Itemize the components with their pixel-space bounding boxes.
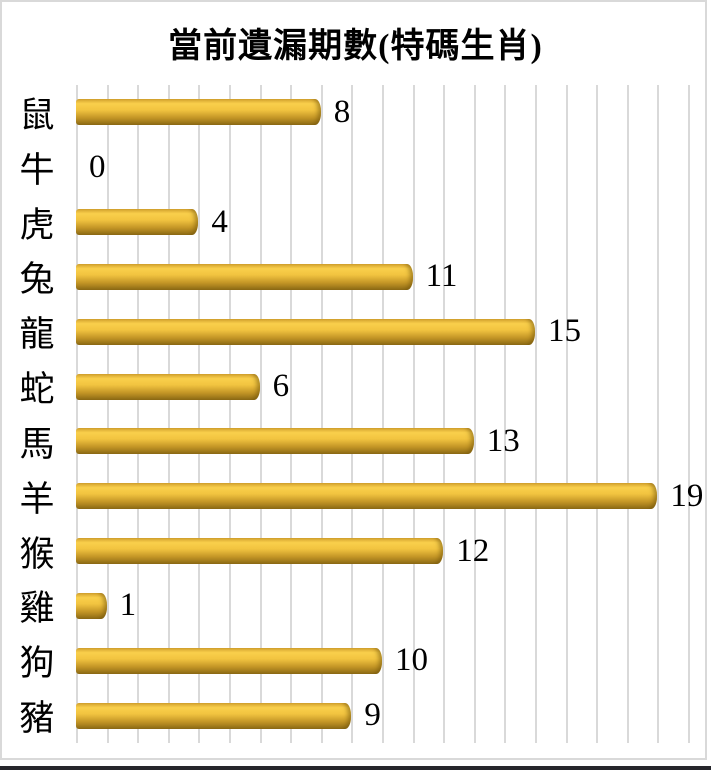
bar	[76, 592, 107, 619]
gridline	[229, 85, 231, 743]
chart-row: 猴 12	[0, 524, 711, 579]
category-label: 馬	[19, 424, 55, 464]
bar	[76, 373, 260, 400]
gridline	[473, 85, 476, 743]
value-label: 15	[548, 313, 581, 350]
category-label: 猴	[19, 534, 55, 574]
bar	[76, 483, 658, 510]
gridline	[259, 85, 262, 743]
bar	[76, 702, 352, 729]
gridline	[167, 85, 170, 743]
gridline	[443, 85, 446, 743]
category-label: 鼠	[19, 95, 55, 135]
category-label: 狗	[19, 644, 55, 684]
value-label: 11	[425, 258, 458, 295]
value-label: 10	[395, 642, 428, 679]
chart-title: 當前遺漏期數(特碼生肖)	[168, 28, 543, 65]
gridline	[565, 85, 568, 743]
bar	[76, 647, 382, 674]
chart-title-band: 當前遺漏期數(特碼生肖)	[0, 0, 711, 85]
gridline	[688, 85, 690, 743]
gridline	[320, 85, 323, 743]
chart-row: 龍 15	[0, 304, 711, 359]
value-label: 1	[119, 587, 137, 624]
gridline	[198, 85, 201, 743]
chart-row: 狗 10	[0, 633, 711, 688]
gridline	[290, 85, 293, 743]
value-label: 8	[333, 93, 351, 130]
category-label: 牛	[19, 150, 55, 190]
value-label: 19	[670, 477, 704, 514]
category-label: 羊	[19, 479, 55, 519]
category-label: 龍	[19, 315, 55, 355]
gridline	[504, 85, 507, 743]
bar	[76, 209, 199, 236]
value-label: 4	[211, 203, 228, 240]
chart-row: 羊 19	[0, 469, 711, 524]
value-label: 13	[486, 422, 520, 459]
gridline	[137, 85, 140, 743]
rows-layer: 鼠 8 牛 0 虎 4 兔 11 龍 15 蛇 6 馬 13 羊 19 猴 12 雞 1 狗 10 豬 9	[0, 85, 711, 743]
gridline	[412, 85, 415, 743]
category-label: 豬	[19, 699, 55, 739]
category-label: 兔	[19, 260, 55, 300]
bar	[76, 99, 321, 126]
gridline	[626, 85, 629, 743]
value-label: 6	[272, 368, 290, 405]
category-label: 虎	[19, 205, 55, 245]
category-label: 雞	[19, 589, 55, 629]
category-label: 蛇	[19, 370, 55, 410]
gridline	[535, 85, 537, 743]
value-label: 12	[456, 532, 490, 569]
bar	[76, 538, 444, 565]
gridline	[596, 85, 599, 743]
bar	[76, 428, 474, 455]
gridline	[657, 85, 660, 743]
chart-row: 馬 13	[0, 414, 711, 469]
chart-row: 兔 11	[0, 250, 711, 305]
gridline	[382, 85, 384, 743]
gridline	[76, 85, 78, 743]
gridline	[106, 85, 109, 743]
gridline	[351, 85, 354, 743]
value-label: 0	[89, 148, 106, 185]
value-label: 9	[364, 697, 381, 734]
bar	[76, 263, 413, 290]
plot-area	[76, 85, 690, 743]
bottom-edge-line	[0, 766, 711, 770]
bar	[76, 318, 535, 345]
